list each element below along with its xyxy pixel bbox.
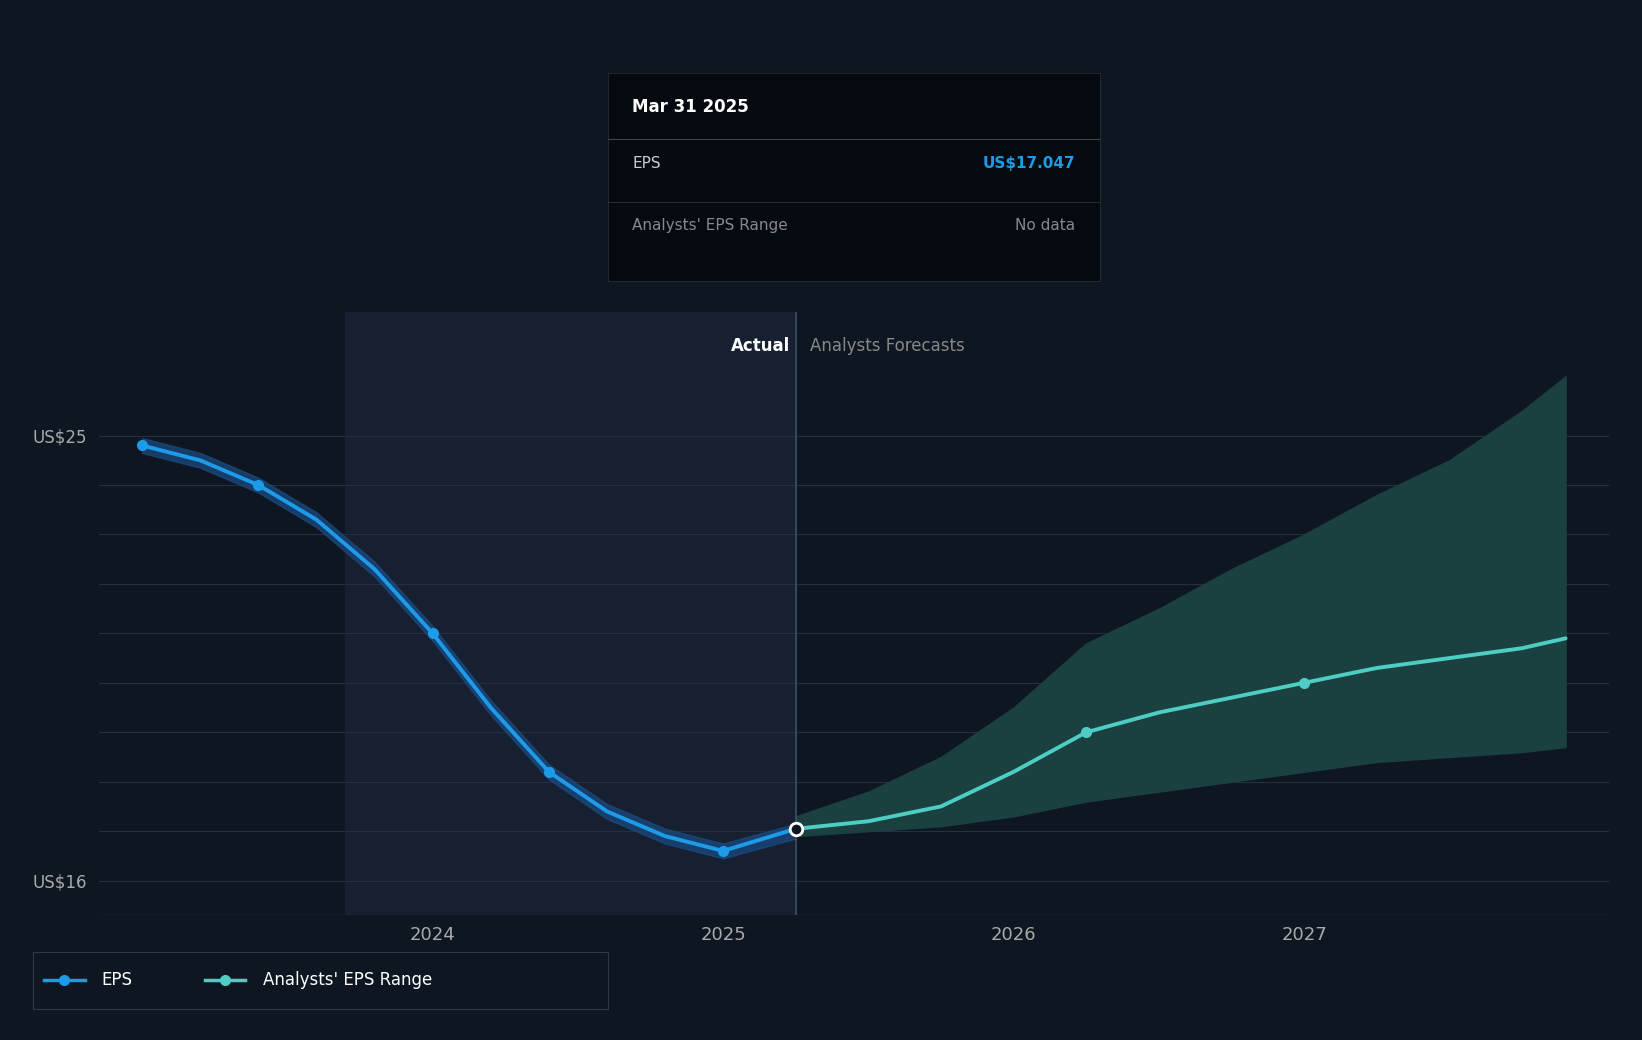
Text: No data: No data <box>1015 218 1076 233</box>
Text: Analysts' EPS Range: Analysts' EPS Range <box>632 218 788 233</box>
Bar <box>345 312 796 915</box>
Text: EPS: EPS <box>102 971 133 989</box>
Text: US$17.047: US$17.047 <box>984 156 1076 171</box>
Text: Mar 31 2025: Mar 31 2025 <box>632 98 749 115</box>
Text: EPS: EPS <box>632 156 660 171</box>
Text: Analysts Forecasts: Analysts Forecasts <box>810 337 965 355</box>
Text: Analysts' EPS Range: Analysts' EPS Range <box>263 971 432 989</box>
Text: Actual: Actual <box>731 337 790 355</box>
